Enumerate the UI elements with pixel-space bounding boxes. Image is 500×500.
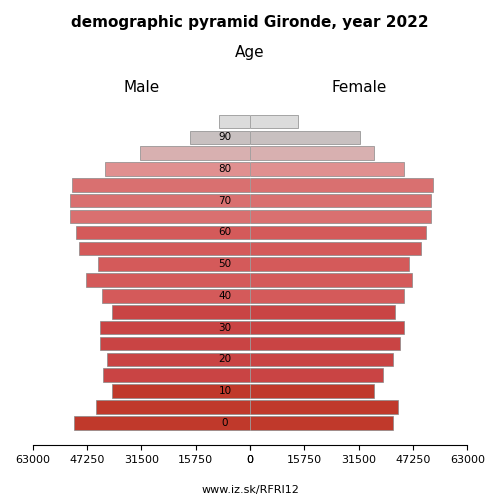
Text: Age: Age: [235, 45, 265, 60]
Bar: [79, 242, 250, 255]
Bar: [250, 146, 374, 160]
Text: 0: 0: [222, 418, 228, 428]
Text: 20: 20: [218, 354, 232, 364]
Bar: [112, 384, 250, 398]
Bar: [106, 352, 250, 366]
Bar: [250, 114, 298, 128]
Bar: [140, 146, 250, 160]
Bar: [250, 274, 412, 287]
Bar: [70, 210, 250, 224]
Bar: [250, 242, 421, 255]
Bar: [250, 162, 404, 176]
Bar: [250, 194, 431, 207]
Text: 40: 40: [218, 291, 232, 301]
Text: 70: 70: [218, 196, 232, 205]
Bar: [72, 178, 250, 192]
Title: Male: Male: [123, 80, 160, 95]
Bar: [219, 114, 250, 128]
Bar: [250, 130, 360, 144]
Text: 80: 80: [218, 164, 232, 174]
Bar: [250, 305, 395, 318]
Bar: [250, 258, 409, 271]
Bar: [250, 416, 394, 430]
Bar: [250, 400, 398, 413]
Bar: [74, 416, 250, 430]
Bar: [104, 368, 250, 382]
Bar: [70, 194, 250, 207]
Bar: [105, 162, 250, 176]
Bar: [76, 226, 250, 239]
Text: 50: 50: [218, 259, 232, 269]
Bar: [190, 130, 250, 144]
Bar: [250, 210, 431, 224]
Bar: [250, 368, 383, 382]
Bar: [112, 305, 250, 318]
Text: demographic pyramid Gironde, year 2022: demographic pyramid Gironde, year 2022: [71, 15, 429, 30]
Bar: [250, 321, 404, 334]
Bar: [98, 258, 250, 271]
Bar: [102, 289, 250, 302]
Text: 30: 30: [218, 322, 232, 332]
Bar: [86, 274, 250, 287]
Bar: [250, 226, 426, 239]
Bar: [250, 384, 374, 398]
Title: Female: Female: [331, 80, 386, 95]
Text: 10: 10: [218, 386, 232, 396]
Bar: [250, 289, 404, 302]
Text: www.iz.sk/RFRI12: www.iz.sk/RFRI12: [201, 485, 299, 495]
Bar: [100, 321, 250, 334]
Bar: [96, 400, 250, 413]
Bar: [250, 178, 433, 192]
Bar: [250, 336, 400, 350]
Text: 90: 90: [218, 132, 232, 142]
Bar: [100, 336, 250, 350]
Bar: [250, 352, 394, 366]
Text: 60: 60: [218, 228, 232, 237]
